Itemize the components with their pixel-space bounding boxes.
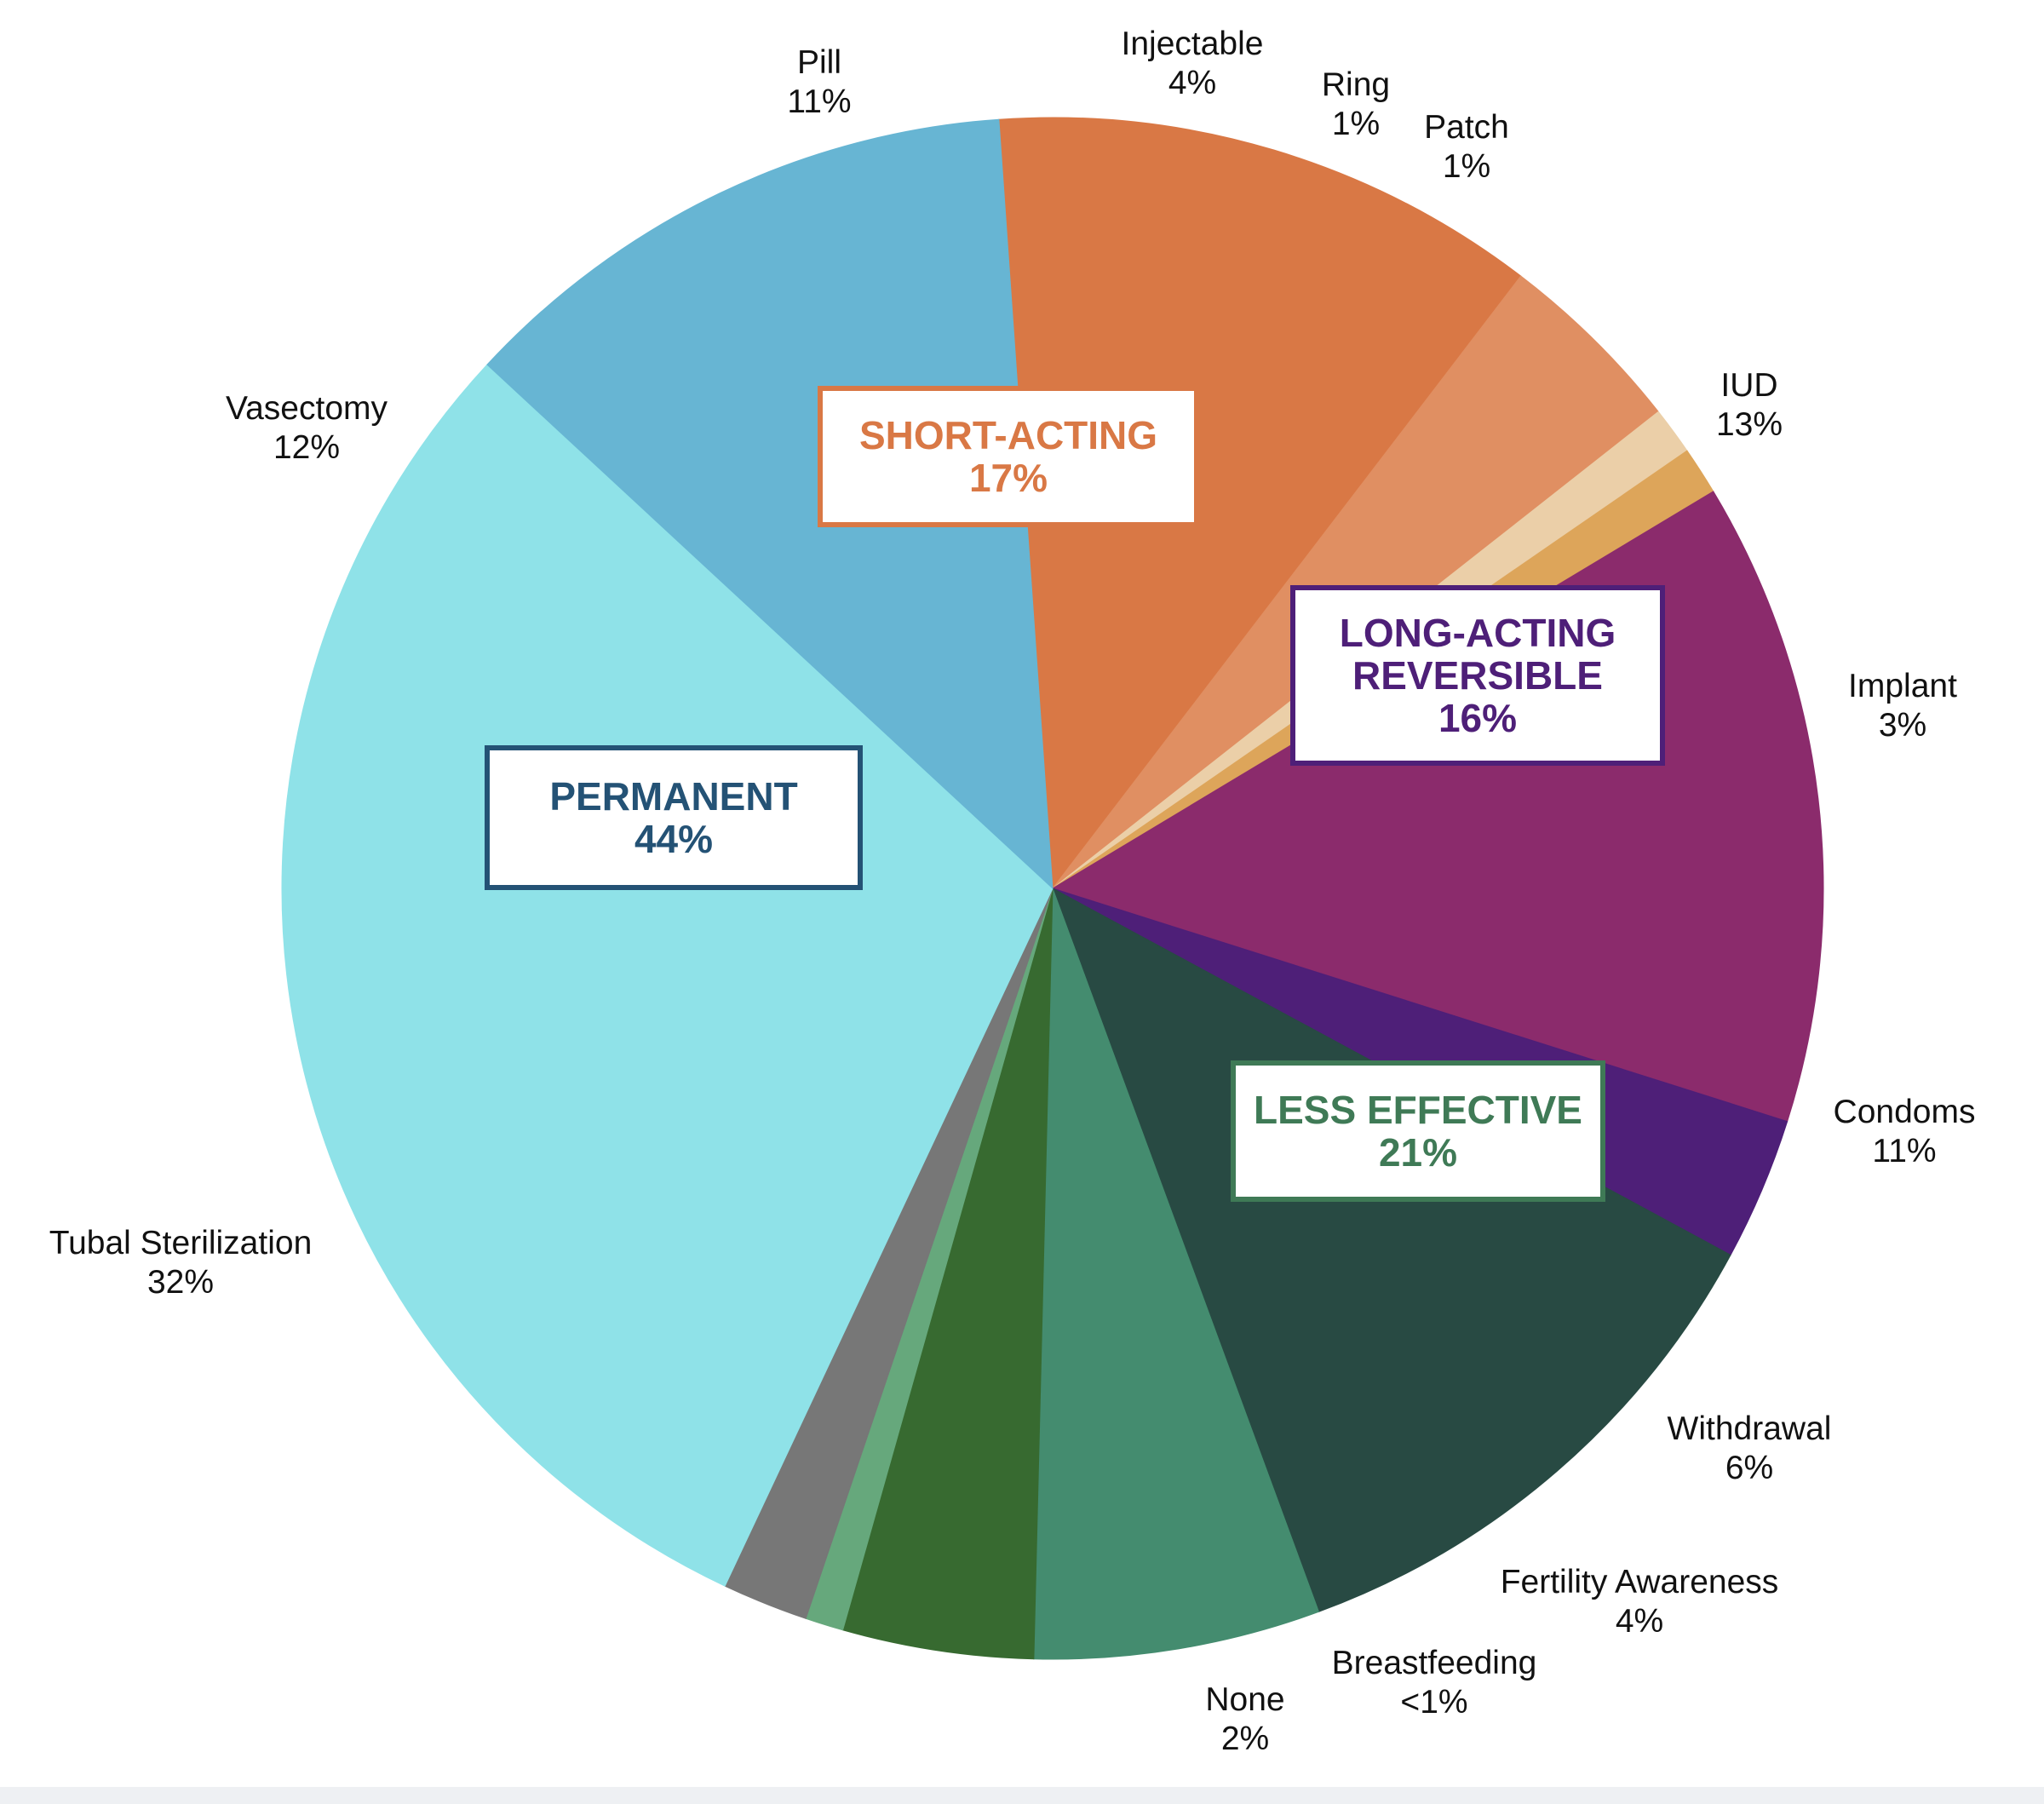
group-percent: 44% (634, 817, 713, 861)
slice-label-percent: 12% (273, 429, 340, 466)
slice-label-percent: 3% (1879, 707, 1926, 744)
slice-label-name: Condoms (1834, 1094, 1976, 1130)
group-label: PERMANENT 44% (549, 774, 797, 861)
group-box-frame (1231, 1060, 1605, 1202)
group-box-frame (485, 745, 863, 890)
group-name: LESS EFFECTIVE (1254, 1088, 1582, 1132)
slice-label-pill: Pill 11% (787, 44, 851, 120)
pie-slice-condoms (1052, 887, 1731, 1612)
slice-label-tubal-sterilization: Tubal Sterilization 32% (49, 1225, 313, 1301)
slice-label-name: Patch (1424, 109, 1509, 146)
pie-slice-vasectomy (486, 118, 1054, 890)
pie-slice-fertility-awareness (841, 888, 1054, 1660)
group-name: LONG-ACTING (1340, 611, 1616, 655)
group-label: LONG-ACTING REVERSIBLE 16% (1340, 611, 1616, 740)
slice-label-injectable: Injectable 4% (1122, 26, 1264, 101)
footer-band (0, 1787, 2044, 1804)
group-box-long-acting-reversible: LONG-ACTING REVERSIBLE 16% (1290, 585, 1665, 766)
slice-label-withdrawal: Withdrawal 6% (1668, 1410, 1832, 1486)
group-label: SHORT-ACTING 17% (859, 413, 1157, 500)
slice-label-percent: 6% (1725, 1450, 1773, 1486)
group-percent: 16% (1438, 696, 1517, 740)
group-box-frame (1290, 585, 1665, 766)
group-box-less-effective: LESS EFFECTIVE 21% (1231, 1060, 1605, 1202)
pie-slice-injectable (1052, 275, 1659, 889)
slice-label-name: Ring (1322, 66, 1390, 103)
slice-label-name: Withdrawal (1668, 1410, 1832, 1447)
pie-slice-tubal-sterilization (281, 364, 1054, 1587)
group-name: PERMANENT (549, 774, 797, 819)
group-percent: 21% (1379, 1130, 1457, 1175)
slice-label-percent: <1% (1400, 1684, 1467, 1721)
slice-label-condoms: Condoms 11% (1834, 1094, 1976, 1169)
slice-label-name: Pill (797, 44, 841, 81)
slice-label-ring: Ring 1% (1322, 66, 1390, 142)
slice-label-fertility-awareness: Fertility Awareness 4% (1501, 1564, 1779, 1640)
slice-label-name: Fertility Awareness (1501, 1564, 1779, 1600)
slice-label-vasectomy: Vasectomy 12% (226, 390, 388, 466)
slice-label-name: Breastfeeding (1332, 1645, 1537, 1681)
slice-labels: Pill 11%Injectable 4% Ring 1% Patch 1%IUD 13%Im… (49, 26, 1976, 1757)
slice-label-percent: 11% (787, 83, 851, 120)
slice-label-name: Implant (1848, 668, 1957, 704)
slice-label-percent: 32% (147, 1264, 214, 1301)
slice-label-name: Injectable (1122, 26, 1264, 62)
slice-label-percent: 1% (1332, 106, 1380, 142)
pie-slice-pill (998, 117, 1522, 890)
group-name: SHORT-ACTING (859, 413, 1157, 457)
group-label: LESS EFFECTIVE 21% (1254, 1088, 1582, 1175)
slice-label-percent: 4% (1616, 1603, 1663, 1640)
slice-label-name: Tubal Sterilization (49, 1225, 313, 1261)
slice-label-percent: 4% (1168, 65, 1216, 101)
slice-label-patch: Patch 1% (1424, 109, 1509, 185)
group-box-short-acting: SHORT-ACTING 17% (818, 386, 1199, 527)
slice-label-percent: 13% (1716, 406, 1783, 443)
slice-label-breastfeeding: Breastfeeding <1% (1332, 1645, 1537, 1721)
group-percent: 17% (969, 456, 1048, 500)
group-box-frame (818, 386, 1199, 527)
slice-label-name: IUD (1720, 367, 1777, 404)
group-name: REVERSIBLE (1352, 653, 1603, 698)
pie-slice-withdrawal (1033, 888, 1320, 1660)
slice-label-name: None (1205, 1681, 1284, 1718)
slice-label-none: None 2% (1205, 1681, 1284, 1757)
slice-label-name: Vasectomy (226, 390, 388, 427)
group-box-permanent: PERMANENT 44% (485, 745, 863, 890)
slice-label-iud: IUD 13% (1716, 367, 1783, 443)
slice-label-percent: 2% (1221, 1721, 1269, 1757)
group-boxes: SHORT-ACTING 17%LONG-ACTING REVERSIBLE 16%L… (485, 386, 1665, 1202)
slice-label-percent: 11% (1872, 1133, 1936, 1169)
slice-label-implant: Implant 3% (1848, 668, 1957, 744)
slice-label-percent: 1% (1443, 148, 1490, 185)
